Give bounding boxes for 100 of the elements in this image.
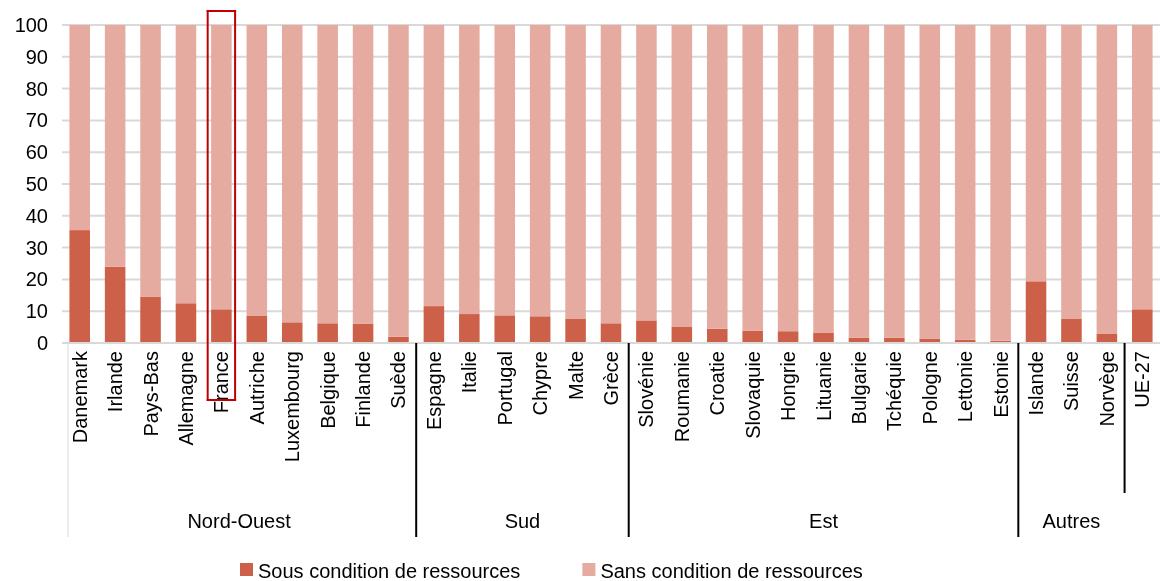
x-tick-label: UE-27 <box>1131 351 1154 408</box>
bar <box>777 25 799 332</box>
bar <box>742 25 763 331</box>
bar <box>813 25 834 333</box>
x-tick-label: Malte <box>564 351 587 400</box>
bar <box>211 25 232 310</box>
x-tick-label: Slovénie <box>635 351 658 428</box>
bar <box>423 25 445 307</box>
bar <box>69 25 90 231</box>
x-tick-label: Allemagne <box>174 351 197 446</box>
bar <box>246 25 268 316</box>
bar <box>317 323 338 343</box>
bar <box>636 320 657 343</box>
y-tick-label: 70 <box>25 109 48 132</box>
bar <box>777 331 799 343</box>
bar <box>1096 333 1118 343</box>
y-tick-label: 80 <box>25 77 48 100</box>
x-tick-label: Finlande <box>352 351 375 428</box>
bar <box>565 25 586 319</box>
bar <box>459 314 480 343</box>
bar <box>281 25 303 323</box>
bar <box>246 315 268 343</box>
bar <box>1096 25 1118 334</box>
legend-label: Sans condition de ressources <box>600 560 863 581</box>
bar <box>423 306 445 343</box>
x-tick-label: Islande <box>1025 351 1048 416</box>
bar <box>636 25 657 321</box>
bar <box>352 25 374 324</box>
bar <box>388 25 409 337</box>
bar <box>211 309 232 343</box>
x-tick-label: Estonie <box>989 351 1012 418</box>
y-tick-label: 100 <box>14 14 48 36</box>
bar <box>494 25 516 316</box>
x-tick-label: Danemark <box>68 350 91 444</box>
x-tick-label: Roumanie <box>670 351 693 443</box>
bar <box>742 330 763 343</box>
bar <box>671 326 693 343</box>
x-tick-label: Pays-Bas <box>139 351 162 437</box>
bar <box>1132 309 1153 343</box>
bar <box>600 25 622 324</box>
x-tick-label: Espagne <box>422 351 445 430</box>
legend-label: Sous condition de ressources <box>258 560 521 581</box>
bar <box>884 25 905 338</box>
bar <box>281 322 303 343</box>
x-tick-label: Luxembourg <box>281 351 304 463</box>
bar <box>990 25 1011 341</box>
x-tick-label: Grèce <box>600 351 622 406</box>
bar <box>1061 318 1082 343</box>
bar <box>706 25 728 329</box>
bar <box>459 25 480 315</box>
x-tick-label: France <box>210 351 233 414</box>
bar <box>1132 25 1153 310</box>
bar <box>69 230 90 343</box>
x-tick-label: Norvège <box>1095 351 1118 427</box>
x-tick-label: Irlande <box>104 351 127 413</box>
x-tick-label: Croatie <box>706 351 729 416</box>
x-tick-label: Suède <box>387 351 410 409</box>
text: Autres <box>1042 510 1101 532</box>
bar <box>140 296 161 343</box>
y-tick-label: 20 <box>25 268 48 291</box>
bar <box>1061 25 1082 319</box>
x-tick-label: Chypre <box>529 351 552 416</box>
bar <box>1025 281 1047 343</box>
bar <box>352 323 374 343</box>
bar <box>1025 25 1047 282</box>
bar <box>565 318 586 343</box>
y-tick-label: 60 <box>25 141 48 164</box>
bar <box>175 303 197 343</box>
bar <box>104 25 126 267</box>
x-tick-label: Pologne <box>918 351 941 425</box>
y-tick-label: 90 <box>25 45 48 68</box>
x-tick-label: Lituanie <box>812 351 835 422</box>
y-tick-label: 50 <box>25 173 48 195</box>
bar <box>529 25 551 317</box>
bar <box>104 266 126 343</box>
x-tick-label: Autriche <box>245 351 268 425</box>
x-tick-label: Bulgarie <box>847 351 870 425</box>
y-tick-label: 30 <box>25 236 48 259</box>
bar <box>848 25 870 338</box>
text: Sud <box>504 510 541 532</box>
text: Nord-Ouest <box>187 510 292 532</box>
y-tick-label: 10 <box>25 300 48 323</box>
x-tick-label: Hongrie <box>777 351 800 422</box>
bar <box>175 25 197 304</box>
y-tick-label: 0 <box>36 332 48 354</box>
x-tick-label: Belgique <box>316 351 339 429</box>
bar <box>494 315 516 343</box>
bar <box>140 25 161 297</box>
x-tick-label: Tchéquie <box>883 351 906 432</box>
bar <box>919 25 941 339</box>
y-tick-label: 40 <box>25 204 48 227</box>
x-tick-label: Italie <box>458 351 481 394</box>
bar <box>317 25 338 324</box>
bar <box>954 25 976 340</box>
bar <box>671 25 693 327</box>
x-tick-label: Slovaquie <box>741 351 764 439</box>
x-tick-label: Portugal <box>493 351 516 426</box>
bar <box>706 328 728 343</box>
x-tick-label: Suisse <box>1060 351 1083 412</box>
bar <box>529 316 551 343</box>
